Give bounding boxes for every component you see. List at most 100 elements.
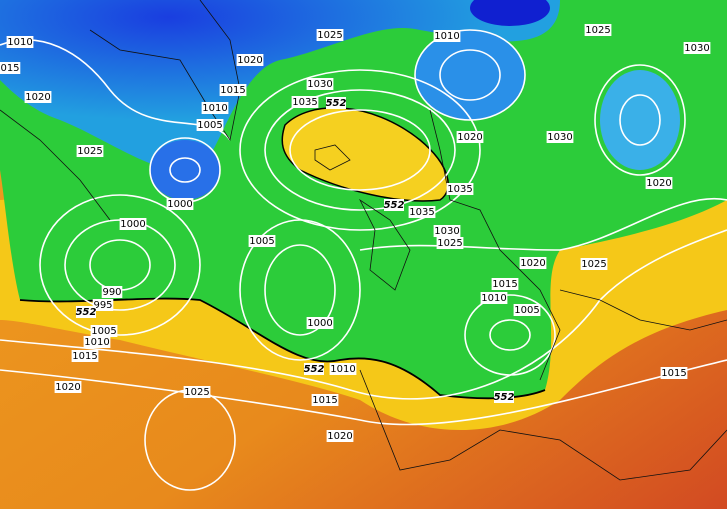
- isobar-label: 1025: [437, 238, 462, 249]
- label-box: [519, 257, 547, 269]
- isobar-label: 990: [102, 287, 121, 298]
- isobar-label: 1010: [84, 337, 109, 348]
- isobar-label: 1010: [7, 37, 32, 48]
- cold-core: [150, 140, 220, 200]
- label-box: [384, 199, 404, 211]
- isobar-label: 1020: [237, 55, 262, 66]
- isobar-label: 1020: [457, 132, 482, 143]
- label-box: [316, 29, 344, 41]
- thickness-label: 552: [326, 98, 347, 109]
- label-box: [660, 367, 688, 379]
- isobar-label: 1030: [547, 132, 572, 143]
- cold-region: [0, 0, 560, 172]
- label-box: [546, 131, 574, 143]
- label-box: [436, 237, 464, 249]
- isobar-label: 1015: [72, 351, 97, 362]
- isobar-label: 1025: [184, 387, 209, 398]
- isobar-label: 1015: [220, 85, 245, 96]
- isobar-label: 1005: [91, 326, 116, 337]
- label-box: [166, 198, 194, 210]
- label-box: [219, 84, 247, 96]
- label-box: [513, 304, 541, 316]
- label-box: [0, 62, 21, 74]
- label-box: [101, 286, 123, 298]
- isobar-label: 1010: [481, 293, 506, 304]
- label-box: [480, 292, 508, 304]
- isobar-label: 1030: [684, 43, 709, 54]
- label-box: [248, 235, 276, 247]
- isobar-label: 1035: [292, 97, 317, 108]
- label-box: [6, 36, 34, 48]
- isobar-label: 1005: [249, 236, 274, 247]
- label-box: [90, 325, 118, 337]
- isobar-label: 1005: [514, 305, 539, 316]
- label-box: [580, 258, 608, 270]
- label-box: [291, 96, 319, 108]
- isobar-label: 1020: [25, 92, 50, 103]
- label-box: [311, 394, 339, 406]
- label-box: [326, 430, 354, 442]
- isobar-label: 1035: [409, 207, 434, 218]
- isobar-label: 1020: [55, 382, 80, 393]
- isobar-label: 1000: [167, 199, 192, 210]
- thickness-label: 552: [494, 392, 515, 403]
- label-box: [329, 363, 357, 375]
- isobar-label: 1015: [312, 395, 337, 406]
- label-box: [408, 206, 436, 218]
- label-box: [304, 363, 324, 375]
- label-box: [683, 42, 711, 54]
- isobar-label: 1035: [447, 184, 472, 195]
- isobar-label: 1015: [661, 368, 686, 379]
- isobar-label: 1025: [585, 25, 610, 36]
- label-box: [446, 183, 474, 195]
- label-box: [491, 278, 519, 290]
- isobar-label: 015: [0, 63, 19, 74]
- label-box: [119, 218, 147, 230]
- label-box: [326, 97, 346, 109]
- isobar-label: 1000: [307, 318, 332, 329]
- isobar-label: 1020: [646, 178, 671, 189]
- label-box: [76, 145, 104, 157]
- isobar-label: 1025: [77, 146, 102, 157]
- isobar-label: 1010: [202, 103, 227, 114]
- isobar-label: 1010: [434, 31, 459, 42]
- isobar-label: 1030: [307, 79, 332, 90]
- thickness-label: 552: [384, 200, 405, 211]
- label-box: [71, 350, 99, 362]
- isobar-label: 1000: [120, 219, 145, 230]
- label-box: [584, 24, 612, 36]
- isobar-label: 1015: [492, 279, 517, 290]
- label-box: [196, 119, 224, 131]
- label-box: [306, 78, 334, 90]
- thickness-label: 552: [76, 307, 97, 318]
- label-box: [236, 54, 264, 66]
- labels: 1010015102010251000100099099510051010101…: [0, 24, 711, 442]
- label-box: [645, 177, 673, 189]
- isobar-label: 995: [93, 300, 112, 311]
- thickness-552: [19, 297, 546, 400]
- label-box: [456, 131, 484, 143]
- cold-core: [600, 70, 680, 170]
- label-box: [433, 30, 461, 42]
- isobars: [0, 29, 727, 491]
- thickness-label: 552: [304, 364, 325, 375]
- label-box: [433, 225, 461, 237]
- label-box: [306, 317, 334, 329]
- label-box: [92, 299, 114, 311]
- isobar-label: 1020: [327, 431, 352, 442]
- label-box: [54, 381, 82, 393]
- label-box: [494, 391, 514, 403]
- isobar-label: 1025: [317, 30, 342, 41]
- isobar-label: 1025: [581, 259, 606, 270]
- isobar-label: 1005: [197, 120, 222, 131]
- isobar-label: 1010: [330, 364, 355, 375]
- isobar-label: 1030: [434, 226, 459, 237]
- label-box: [76, 306, 96, 318]
- label-box: [24, 91, 52, 103]
- cold-core: [415, 30, 525, 120]
- label-box: [201, 102, 229, 114]
- label-box: [183, 386, 211, 398]
- isobar-label: 1020: [520, 258, 545, 269]
